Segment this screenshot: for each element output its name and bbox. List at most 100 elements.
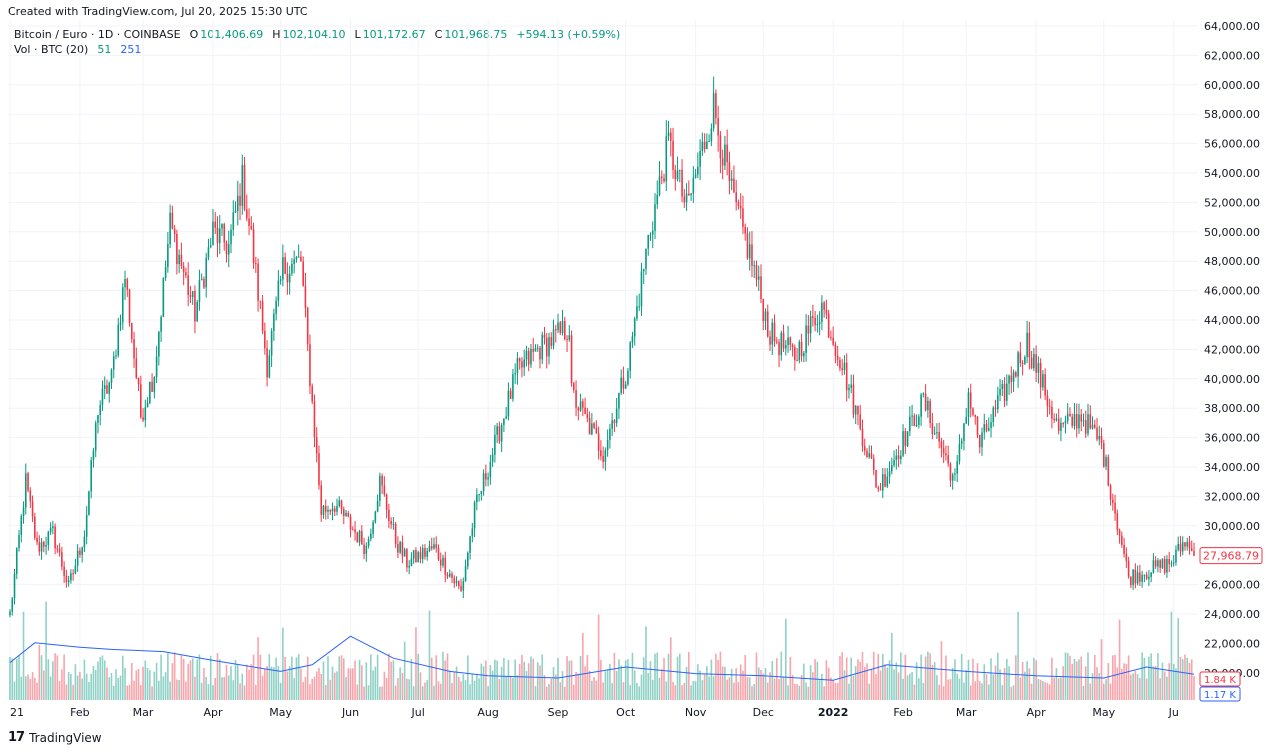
volume-bar — [356, 684, 359, 700]
candle-body — [978, 435, 981, 448]
change-value: +594.13 (+0.59%) — [516, 28, 621, 41]
volume-bar — [417, 653, 419, 700]
volume-bar — [672, 681, 674, 700]
volume-bar — [424, 682, 426, 700]
candle-body — [938, 431, 940, 442]
volume-bar — [38, 644, 41, 700]
candle-body — [539, 347, 541, 360]
volume-bar — [640, 674, 643, 700]
candle-body — [954, 473, 956, 475]
candle-body — [288, 273, 291, 283]
candle-body — [487, 477, 489, 480]
volume-bar — [879, 670, 882, 700]
volume-bar — [464, 680, 467, 700]
x-tick-label: Apr — [203, 706, 223, 719]
volume-bar — [250, 664, 253, 700]
candle-body — [435, 544, 438, 549]
candle-body — [498, 426, 501, 442]
candle-body — [627, 370, 629, 385]
symbol-name[interactable]: Bitcoin / Euro · 1D · COINBASE — [14, 28, 181, 41]
candle-body — [1093, 424, 1096, 428]
candle-body — [239, 195, 241, 206]
candle-body — [140, 384, 142, 418]
volume-bar — [36, 682, 38, 700]
candle-body — [703, 141, 706, 150]
candle-body — [81, 547, 83, 555]
candle-body — [996, 395, 999, 410]
volume-bar — [629, 685, 631, 700]
candle-body — [868, 453, 871, 457]
candle-body — [273, 313, 275, 331]
volume-bar — [726, 679, 728, 700]
candle-body — [173, 228, 176, 234]
candle-body — [158, 331, 160, 357]
volume-bar — [789, 656, 792, 700]
candle-body — [1125, 553, 1128, 562]
volume-bar — [638, 686, 641, 700]
chart-credit: Created with TradingView.com, Jul 20, 20… — [8, 5, 308, 18]
tradingview-brand[interactable]: 17 TradingView — [8, 730, 102, 745]
candle-body — [1148, 576, 1150, 579]
candle-body — [933, 433, 936, 435]
volume-bar — [1019, 677, 1022, 700]
volume-bar — [1075, 661, 1078, 700]
candle-body — [1021, 362, 1024, 364]
candle-body — [649, 234, 652, 236]
y-tick-label: 62,000.00 — [1204, 49, 1260, 62]
volume-bar — [121, 655, 124, 700]
candle-body — [1118, 529, 1121, 536]
candle-body — [1030, 357, 1033, 369]
tradingview-logo-icon: 17 — [8, 730, 25, 745]
volume-bar — [875, 674, 877, 700]
candle-body — [728, 162, 731, 181]
x-tick-label: Dec — [753, 706, 774, 719]
volume-bar — [83, 659, 86, 700]
candle-body — [683, 196, 686, 203]
candle-body — [54, 526, 56, 549]
volume-bar — [582, 632, 584, 700]
candle-body — [469, 536, 471, 553]
last-price-badge — [1199, 547, 1263, 565]
candle-body — [372, 522, 374, 534]
candle-body — [1175, 549, 1177, 563]
volume-indicator-name[interactable]: Vol · BTC (20) — [14, 43, 89, 56]
volume-bar — [327, 656, 329, 700]
candle-body — [1062, 422, 1064, 424]
volume-bar — [126, 685, 129, 700]
candle-body — [119, 322, 122, 325]
candle-body — [595, 427, 598, 434]
candle-body — [388, 509, 390, 522]
candle-body — [225, 242, 228, 255]
volume-bar — [674, 685, 677, 700]
volume-bar — [1125, 663, 1128, 700]
candle-body — [969, 392, 972, 409]
candle-body — [63, 566, 65, 576]
volume-bar — [627, 659, 629, 700]
volume-bar — [969, 685, 972, 700]
y-tick-label: 58,000.00 — [1204, 108, 1260, 121]
volume-bar — [518, 663, 521, 700]
candle-body — [169, 212, 171, 245]
candle-body — [151, 381, 153, 392]
x-tick-label: Nov — [685, 706, 707, 719]
volume-bar — [796, 683, 798, 700]
candle-body — [748, 244, 751, 259]
volume-bar — [1037, 679, 1040, 700]
candle-body — [1055, 418, 1058, 421]
volume-bar — [1141, 652, 1143, 700]
candle-body — [839, 359, 841, 369]
candle-body — [72, 573, 74, 575]
volume-bar — [24, 676, 27, 700]
candle-body — [29, 490, 32, 502]
volume-bar — [1168, 663, 1170, 700]
volume-bar — [45, 601, 47, 700]
volume-bar — [112, 685, 115, 700]
volume-bar — [406, 678, 408, 700]
volume-bar — [911, 672, 913, 700]
candle-body — [207, 247, 210, 258]
volume-bar — [868, 683, 871, 700]
candle-body — [361, 530, 363, 545]
candle-body — [40, 542, 43, 552]
volume-bar — [43, 670, 45, 700]
